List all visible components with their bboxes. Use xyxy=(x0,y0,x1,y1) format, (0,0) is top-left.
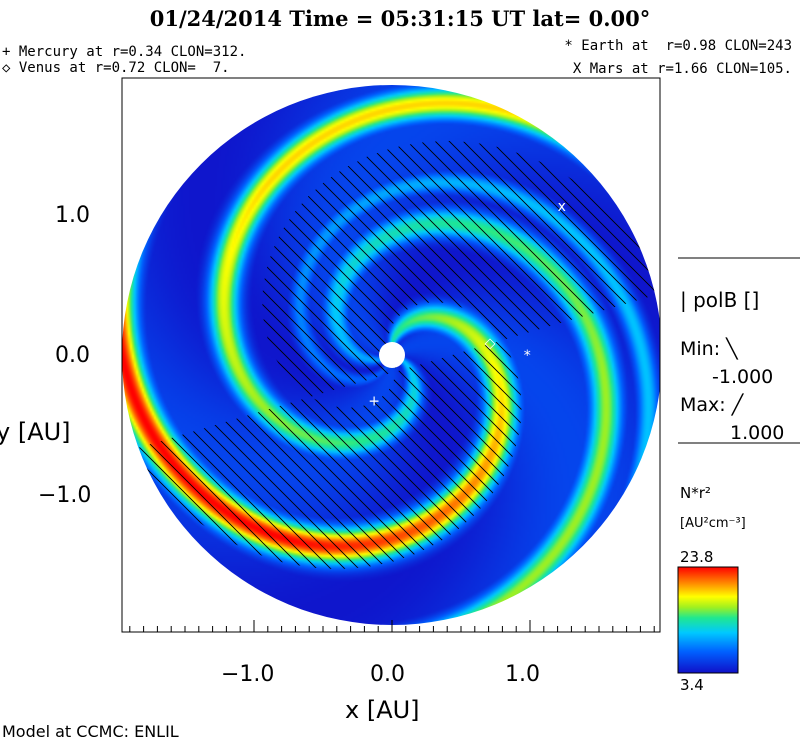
x-tick-label-neg1: −1.0 xyxy=(221,662,275,687)
x-tick-label-1: 1.0 xyxy=(505,662,540,687)
polarity-title: | polB [] xyxy=(680,288,760,312)
max-value: 1.000 xyxy=(730,422,785,444)
colorbar-units: [AU²cm⁻³] xyxy=(680,516,746,531)
colorbar xyxy=(677,566,739,674)
mars-info: X Mars at r=1.66 CLON=105. xyxy=(572,61,792,77)
marker-earth: * xyxy=(524,348,531,364)
min-label: Min: ╲ xyxy=(680,338,738,360)
max-label: Max: ╱ xyxy=(680,394,744,416)
marker-venus: ◇ xyxy=(485,336,496,352)
marker-mars: x xyxy=(558,199,566,215)
y-tick-label-1: 1.0 xyxy=(55,203,90,228)
colorbar-max-label: 23.8 xyxy=(680,548,714,566)
colorbar-min-label: 3.4 xyxy=(680,676,704,694)
x-axis-ticks xyxy=(129,620,655,632)
y-axis-label: y [AU] xyxy=(0,418,71,446)
negative-polarity-hatch xyxy=(132,140,660,570)
plot-title: 01/24/2014 Time = 05:31:15 UT lat= 0.00° xyxy=(149,6,651,31)
min-value: -1.000 xyxy=(712,366,774,388)
colorbar-title: N*r² xyxy=(680,484,711,502)
plot-area xyxy=(122,85,660,625)
mercury-info: + Mercury at r=0.34 CLON=312. xyxy=(2,44,247,60)
marker-mercury: + xyxy=(368,394,380,410)
plot-frame xyxy=(121,77,661,633)
marker-sun xyxy=(379,342,405,368)
x-axis-label: x [AU] xyxy=(345,696,420,724)
body-markers: + ◇ * x xyxy=(368,199,566,410)
footer-credit: Model at CCMC: ENLIL xyxy=(2,722,179,741)
earth-info: * Earth at r=0.98 CLON=243 xyxy=(564,38,792,54)
y-tick-label-neg1: −1.0 xyxy=(38,483,92,508)
x-tick-label-0: 0.0 xyxy=(370,662,405,687)
venus-info: ◇ Venus at r=0.72 CLON= 7. xyxy=(2,60,230,76)
y-tick-label-0: 0.0 xyxy=(55,343,90,368)
